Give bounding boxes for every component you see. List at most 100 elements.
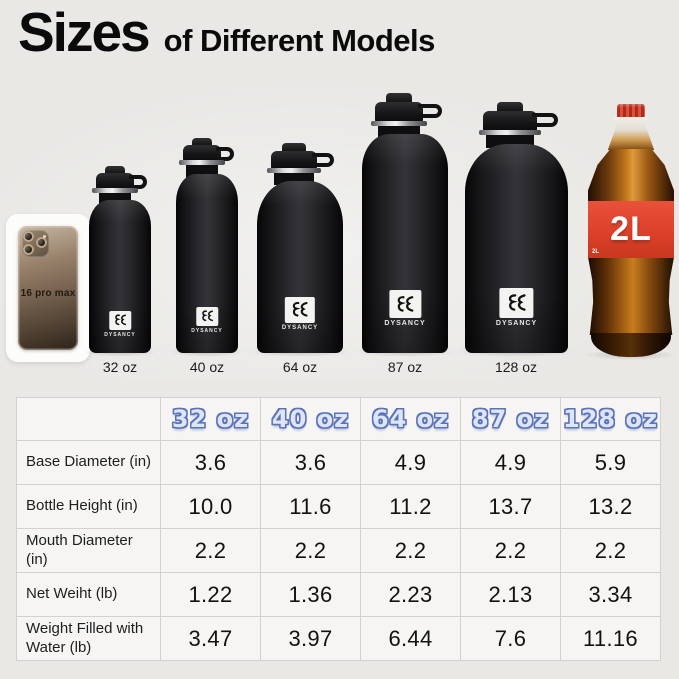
bottle-lid-handle <box>129 175 147 189</box>
column-header-64oz: 64 oz <box>360 397 461 441</box>
spec-value: 11.6 <box>260 484 361 529</box>
camera-lens <box>36 237 47 248</box>
bottle-lid <box>183 145 234 162</box>
cola-collar <box>614 117 648 120</box>
bottle-size-label: 40 oz <box>189 359 225 375</box>
spec-value: 13.2 <box>560 484 661 529</box>
cola-base <box>591 333 671 357</box>
bottle-neck-ring <box>267 168 321 173</box>
bottle-32oz: DYSANCY <box>89 166 151 353</box>
column-header-32oz: 32 oz <box>160 397 261 441</box>
camera-flash <box>43 235 46 238</box>
row-label: Bottle Height (in) <box>16 484 161 529</box>
spec-value: 1.22 <box>160 572 261 617</box>
spec-value: 4.9 <box>460 440 561 485</box>
spec-table: 32 oz 40 oz 64 oz 87 oz 128 oz Base Diam… <box>16 397 661 661</box>
spec-value: 3.97 <box>260 616 361 661</box>
cola-lower-body <box>588 257 674 335</box>
bottle-brand-label: DYSANCY <box>495 320 538 327</box>
title-subtitle: of Different Models <box>163 23 436 58</box>
bottle-lid <box>96 173 147 190</box>
cola-shoulder <box>588 149 674 202</box>
bottle-body: DYSANCY <box>465 144 568 353</box>
spec-value: 2.2 <box>260 528 361 573</box>
spec-value: 1.36 <box>260 572 361 617</box>
bottle-size-label: 128 oz <box>494 359 538 375</box>
bottle-neck-ring <box>179 160 225 165</box>
dysancy-logo: DYSANCY <box>384 289 426 327</box>
bottle-brand-label: DYSANCY <box>191 328 223 334</box>
dysancy-logo: DYSANCY <box>104 310 135 338</box>
spec-value: 2.2 <box>460 528 561 573</box>
dysancy-logo-icon <box>285 296 315 323</box>
spec-value: 2.2 <box>560 528 661 573</box>
spec-row-base-diameter: Base Diameter (in) 3.6 3.6 4.9 4.9 5.9 <box>16 440 661 485</box>
cola-side-label: 2L <box>592 249 600 255</box>
spec-value: 4.9 <box>360 440 461 485</box>
spec-value: 2.2 <box>360 528 461 573</box>
cola-label: 2L 2L <box>588 201 674 258</box>
page-title: Sizes of Different Models <box>18 0 435 64</box>
column-header-40oz: 40 oz <box>260 397 361 441</box>
spec-value: 2.13 <box>460 572 561 617</box>
table-header-row: 32 oz 40 oz 64 oz 87 oz 128 oz <box>16 397 661 441</box>
column-header-128oz: 128 oz <box>560 397 661 441</box>
cola-volume-label: 2L <box>610 210 652 248</box>
spec-row-bottle-height: Bottle Height (in) 10.0 11.6 11.2 13.7 1… <box>16 484 661 529</box>
spec-row-filled-weight: Weight Filled with Water (lb) 3.47 3.97 … <box>16 616 661 661</box>
cola-neck <box>607 119 655 150</box>
spec-value: 5.9 <box>560 440 661 485</box>
bottle-40oz: DYSANCY <box>176 138 238 353</box>
bottle-lid-handle <box>216 147 234 161</box>
dysancy-logo: DYSANCY <box>496 288 537 327</box>
bottle-cap-knob <box>105 166 125 174</box>
cola-bottle: 2L 2L <box>588 104 674 357</box>
spec-value: 10.0 <box>160 484 261 529</box>
bottle-brand-label: DYSANCY <box>384 320 426 327</box>
dysancy-logo-icon <box>499 288 534 318</box>
bottle-lid <box>375 102 442 123</box>
spec-value: 2.23 <box>360 572 461 617</box>
table-corner-cell <box>16 397 161 441</box>
bottle-lid <box>482 111 558 132</box>
spec-value: 6.44 <box>360 616 461 661</box>
dysancy-logo: DYSANCY <box>191 306 223 334</box>
bottle-body: DYSANCY <box>257 181 343 353</box>
camera-lens <box>23 231 34 242</box>
phone-label: 16 pro max <box>20 288 76 299</box>
bottle-64oz: DYSANCY <box>257 143 343 353</box>
spec-value: 3.34 <box>560 572 661 617</box>
bottle-body: DYSANCY <box>362 134 448 353</box>
bottle-cap-knob <box>496 102 523 112</box>
bottle-cap-knob <box>282 143 306 152</box>
phone-card: 16 pro max <box>6 214 90 362</box>
row-label: Net Weiht (lb) <box>16 572 161 617</box>
bottle-body: DYSANCY <box>89 200 151 353</box>
bottle-neck-ring <box>371 121 427 126</box>
dysancy-logo-icon <box>388 289 421 318</box>
bottle-neck-ring <box>92 188 138 193</box>
spec-row-net-weight: Net Weiht (lb) 1.22 1.36 2.23 2.13 3.34 <box>16 572 661 617</box>
bottle-lid-handle <box>312 153 334 167</box>
bottle-size-label: 87 oz <box>387 359 423 375</box>
row-label: Base Diameter (in) <box>16 440 161 485</box>
row-label: Mouth Diameter (in) <box>16 528 161 573</box>
bottle-lid <box>271 151 334 170</box>
bottle-128oz: DYSANCY <box>465 102 568 353</box>
bottle-neck-ring <box>478 130 541 135</box>
spec-value: 3.47 <box>160 616 261 661</box>
bottle-size-label: 64 oz <box>282 359 318 375</box>
bottle-body: DYSANCY <box>176 174 238 353</box>
cola-cap <box>617 104 645 118</box>
spec-row-mouth-diameter: Mouth Diameter (in) 2.2 2.2 2.2 2.2 2.2 <box>16 528 661 573</box>
spec-value: 7.6 <box>460 616 561 661</box>
spec-value: 11.16 <box>560 616 661 661</box>
spec-value: 11.2 <box>360 484 461 529</box>
spec-value: 3.6 <box>160 440 261 485</box>
bottle-lid-handle <box>418 104 442 118</box>
column-header-87oz: 87 oz <box>460 397 561 441</box>
camera-module <box>22 230 49 257</box>
dysancy-logo-icon <box>108 310 131 330</box>
title-word: Sizes <box>18 1 151 63</box>
bottle-lid-handle <box>531 113 558 127</box>
